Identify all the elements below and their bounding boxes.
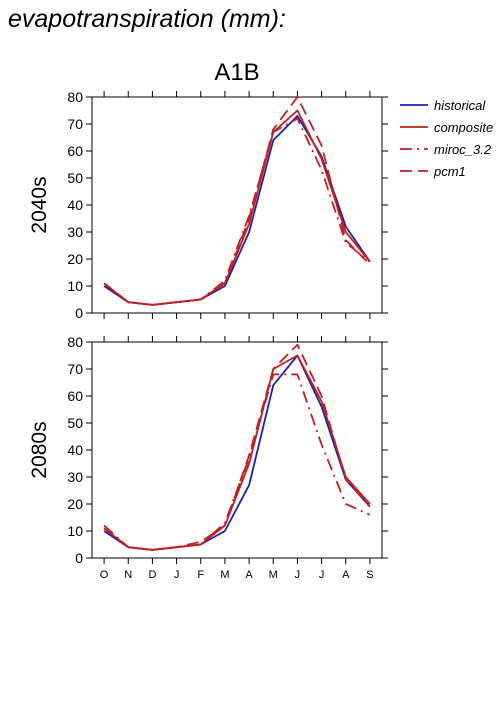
panel-2080s: 2080s 0 10 20 30 40 50 60 70 80 O N D J F M A M J J A S	[28, 334, 388, 581]
series-line-pcm1	[103, 96, 371, 306]
panel-2040s: 2040s 0 10 20 30 40 50 60 70 80	[28, 89, 388, 321]
series-line-pcm1	[103, 343, 371, 551]
series-line-historical	[103, 115, 371, 306]
x-tick-label: M	[269, 569, 278, 581]
plot-area-2080s: 0 10 20 30 40 50 60 70 80 O N D J F M A M J J A S	[67, 334, 388, 581]
series-line-composite	[103, 109, 371, 306]
x-tick-label: J	[319, 569, 325, 581]
y-tick-label: 70	[67, 361, 83, 377]
row-label-2040s: 2040s	[28, 176, 51, 233]
y-tick-label: 0	[75, 550, 83, 566]
x-tick-label: A	[342, 569, 350, 581]
legend-label: historical	[434, 98, 486, 113]
panel-title: A1B	[214, 59, 259, 86]
y-tick-label: 0	[75, 305, 83, 321]
plot-frame	[91, 341, 383, 559]
x-tick-label: F	[197, 569, 204, 581]
series-line-miroc-3-2	[103, 117, 371, 306]
y-tick-label: 10	[67, 523, 83, 539]
y-tick-label: 80	[67, 334, 83, 350]
legend: historical composite miroc_3.2 pcm1	[400, 98, 493, 179]
y-tick-label: 70	[67, 116, 83, 132]
figure-title: evapotranspiration (mm):	[8, 5, 286, 33]
x-tick-label: D	[148, 569, 156, 581]
x-tick-label: J	[295, 569, 301, 581]
x-tick-label: M	[220, 569, 229, 581]
legend-label: composite	[434, 120, 493, 135]
x-tick-label: S	[366, 569, 373, 581]
y-tick-label: 30	[67, 469, 83, 485]
y-tick-label: 20	[67, 251, 83, 267]
series-line-composite	[103, 354, 371, 551]
y-tick-label: 40	[67, 442, 83, 458]
plot-area-2040s: 0 10 20 30 40 50 60 70 80	[67, 89, 388, 321]
series-line-miroc-3-2	[103, 373, 371, 551]
row-label-2080s: 2080s	[28, 421, 51, 478]
y-tick-label: 60	[67, 388, 83, 404]
y-tick-label: 50	[67, 415, 83, 431]
y-tick-label: 80	[67, 89, 83, 105]
y-tick-label: 50	[67, 170, 83, 186]
x-tick-label: N	[124, 569, 132, 581]
y-tick-label: 20	[67, 496, 83, 512]
legend-label: miroc_3.2	[434, 142, 492, 157]
y-tick-label: 30	[67, 224, 83, 240]
x-tick-label: O	[100, 569, 109, 581]
x-tick-label: J	[174, 569, 180, 581]
y-tick-label: 60	[67, 143, 83, 159]
y-tick-label: 40	[67, 197, 83, 213]
x-tick-label: A	[245, 569, 253, 581]
series-line-historical	[103, 354, 371, 551]
y-tick-label: 10	[67, 278, 83, 294]
legend-label: pcm1	[433, 164, 466, 179]
